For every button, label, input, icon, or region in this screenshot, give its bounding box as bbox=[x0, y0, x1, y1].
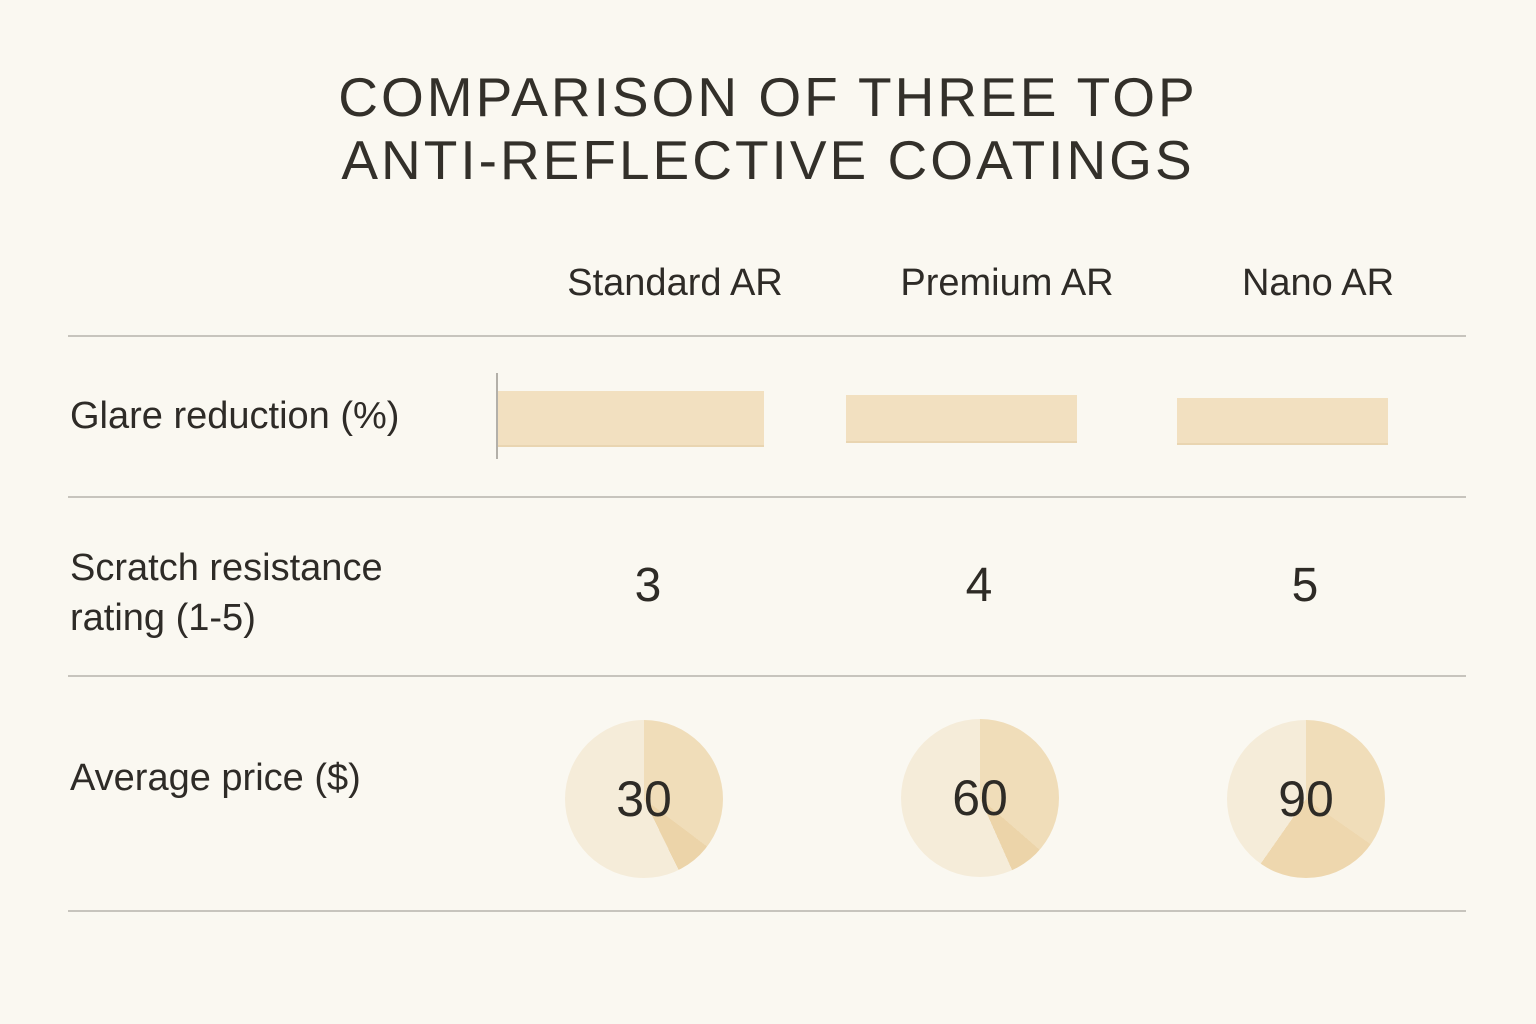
glare-bar-premium-ar bbox=[846, 395, 1077, 443]
page-title-line-1: COMPARISON OF THREE TOP bbox=[338, 66, 1198, 128]
divider-line bbox=[68, 675, 1466, 677]
glare-bar-nano-ar bbox=[1177, 398, 1388, 445]
glare-bar-standard-ar bbox=[498, 391, 764, 447]
page-title-line-2: ANTI-REFLECTIVE COATINGS bbox=[341, 129, 1195, 191]
row-label-glare-reduction: Glare reduction (%) bbox=[70, 395, 400, 437]
row-label-scratch-resistance: Scratch resistance rating (1-5) bbox=[70, 547, 383, 639]
column-header-standard-ar: Standard AR bbox=[567, 262, 783, 304]
page-title: COMPARISON OF THREE TOP ANTI-REFLECTIVE … bbox=[0, 66, 1536, 192]
price-pie-standard-ar: 30 bbox=[565, 720, 723, 878]
price-pie-nano-ar: 90 bbox=[1227, 720, 1385, 878]
price-value-premium-ar: 60 bbox=[952, 770, 1008, 826]
price-pie-premium-ar: 60 bbox=[901, 719, 1059, 877]
divider-line bbox=[68, 335, 1466, 337]
scratch-value-standard-ar: 3 bbox=[634, 559, 662, 612]
divider-line bbox=[68, 496, 1466, 498]
bar-axis-tick bbox=[496, 373, 498, 459]
column-header-nano-ar: Nano AR bbox=[1241, 262, 1395, 304]
column-header-premium-ar: Premium AR bbox=[900, 262, 1114, 304]
row-label-average-price: Average price ($) bbox=[70, 757, 361, 799]
divider-line bbox=[68, 910, 1466, 912]
price-value-standard-ar: 30 bbox=[616, 771, 672, 827]
price-value-nano-ar: 90 bbox=[1278, 771, 1334, 827]
scratch-value-nano-ar: 5 bbox=[1291, 559, 1319, 612]
scratch-value-premium-ar: 4 bbox=[965, 559, 993, 612]
